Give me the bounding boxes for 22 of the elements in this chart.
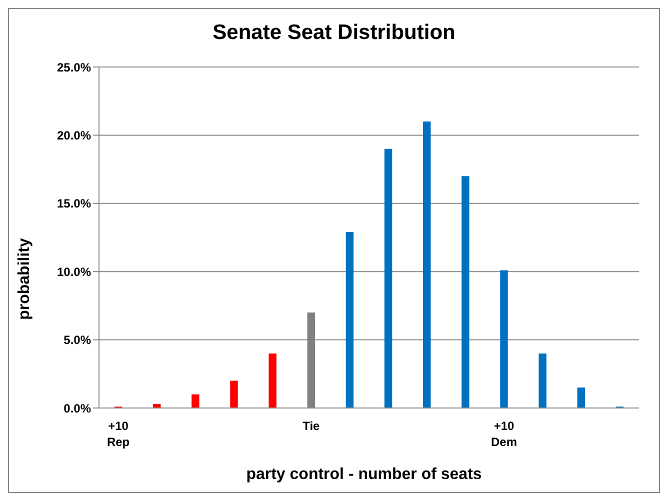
y-tick-label: 5.0% — [64, 333, 92, 348]
y-tick-label: 20.0% — [56, 128, 92, 142]
bar — [423, 122, 431, 408]
y-tick-label: 25.0% — [56, 60, 92, 74]
x-tick-label: +10 Dem — [490, 419, 518, 449]
y-tick-label: 0.0% — [64, 401, 92, 416]
x-tick-label: Tie — [302, 419, 320, 433]
chart-title: Senate Seat Distribution — [212, 21, 456, 45]
y-tick-label: 15.0% — [56, 196, 92, 211]
bar — [500, 270, 508, 408]
y-axis-title: probability — [16, 238, 34, 320]
bar — [346, 232, 354, 408]
bar — [192, 394, 200, 408]
bar — [384, 148, 392, 408]
bar — [577, 388, 585, 408]
bar — [462, 176, 470, 408]
bar — [230, 380, 238, 408]
x-tick-label: +10 Rep — [106, 419, 130, 449]
x-axis-title: party control - number of seats — [245, 466, 483, 484]
bar — [538, 353, 546, 408]
y-tick-label: 10.0% — [56, 264, 92, 279]
bar — [268, 353, 276, 408]
